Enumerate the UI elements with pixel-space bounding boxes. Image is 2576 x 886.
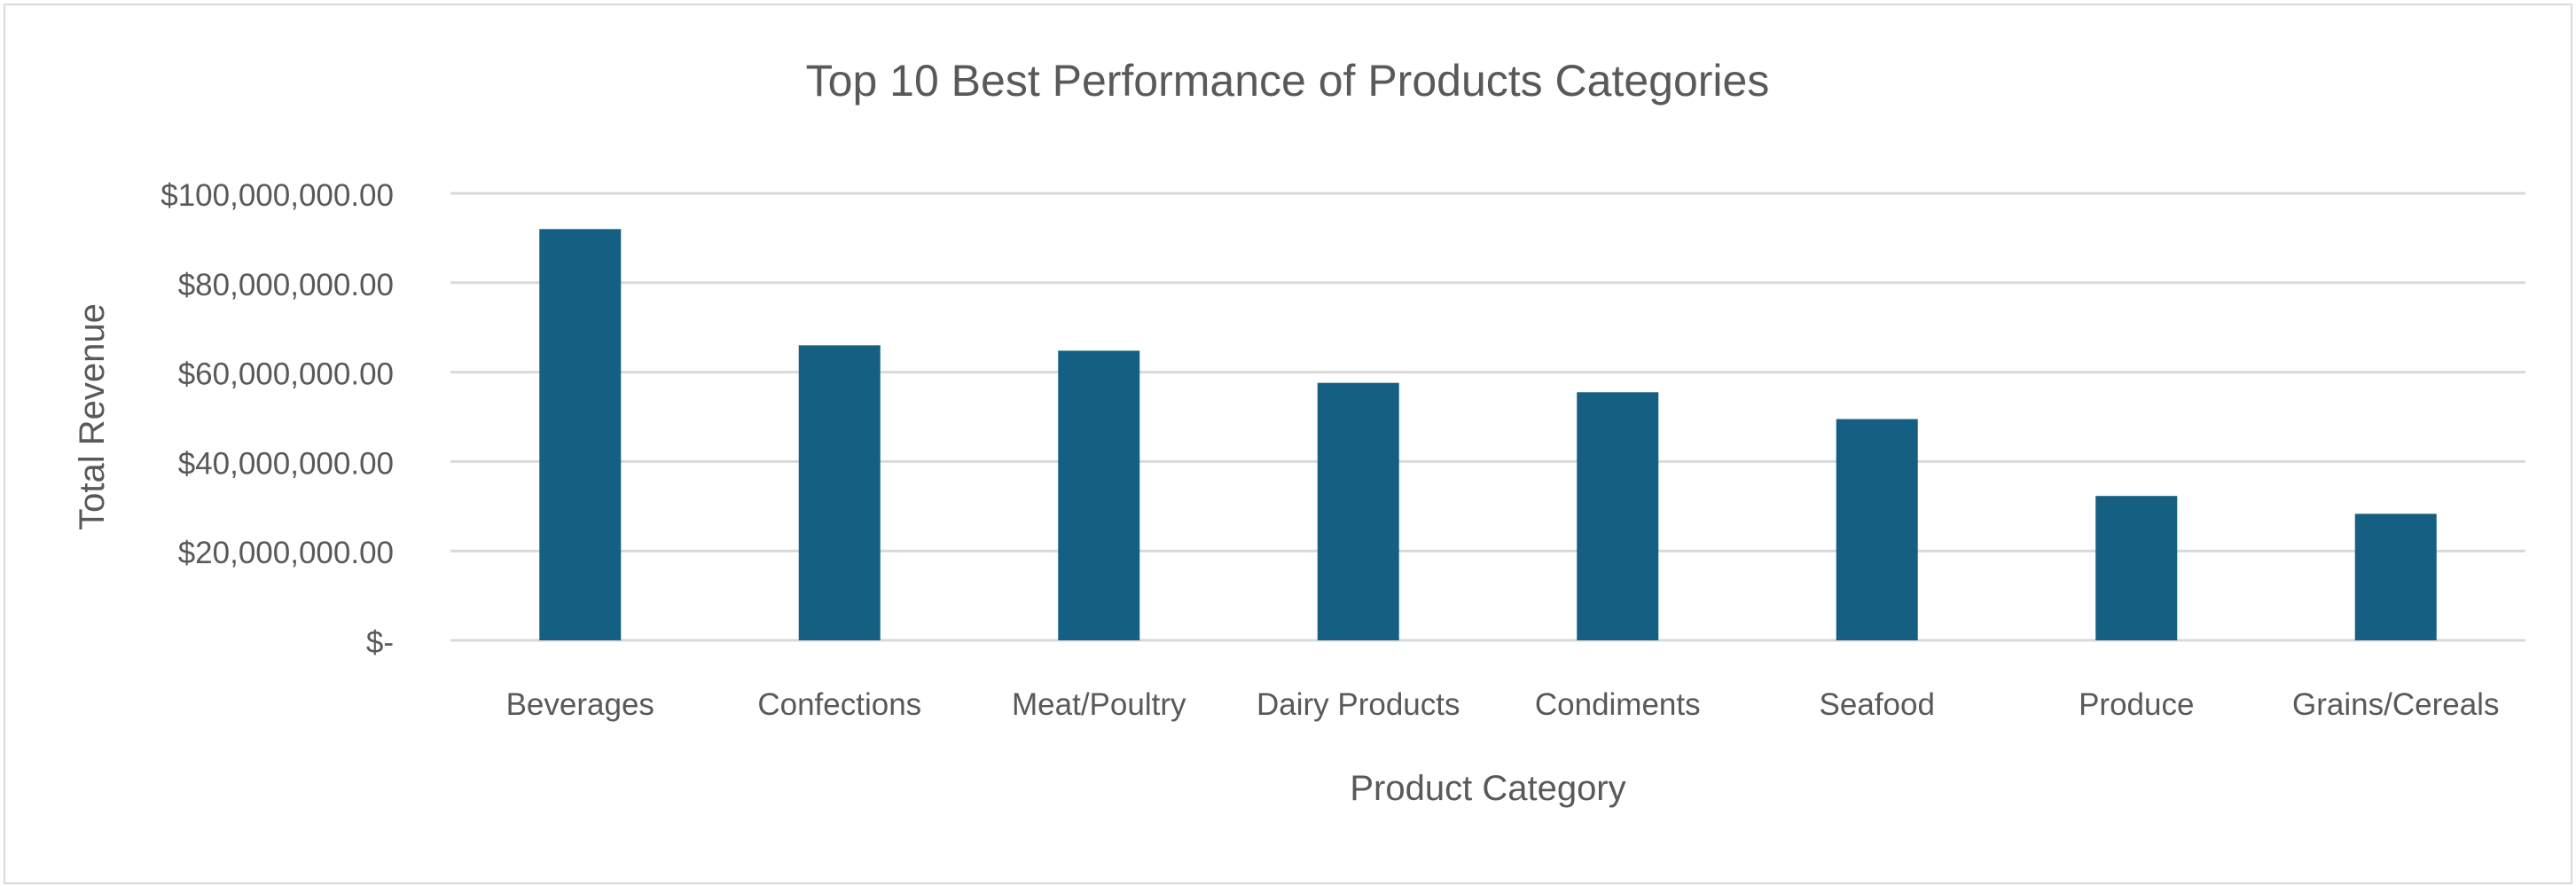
- chart-frame: [4, 4, 2572, 884]
- x-axis-tick-labels: Beverages Confections Meat/Poultry Dairy Pr…: [506, 687, 2500, 722]
- x-tick-label: Seafood: [1820, 687, 1935, 722]
- y-tick-label: $60,000,000.00: [178, 357, 394, 392]
- gridlines: [450, 192, 2525, 642]
- x-tick-label: Produce: [2079, 687, 2194, 722]
- y-tick-label: $100,000,000.00: [161, 178, 394, 213]
- x-tick-label: Meat/Poultry: [1012, 687, 1186, 722]
- y-tick-label: $-: [366, 625, 394, 660]
- bar-seafood: [1836, 419, 1918, 640]
- bar-confections: [798, 345, 881, 640]
- y-tick-label: $40,000,000.00: [178, 446, 394, 481]
- x-tick-label: Beverages: [506, 687, 654, 722]
- bar-grains-cereals: [2354, 514, 2437, 640]
- bar-beverages: [539, 229, 622, 640]
- bar-produce: [2095, 496, 2178, 640]
- y-axis-title: Total Revenue: [73, 303, 112, 530]
- bar-dairy-products: [1317, 382, 1399, 640]
- x-tick-label: Grains/Cereals: [2292, 687, 2499, 722]
- bar-meat-poultry: [1058, 350, 1140, 640]
- chart-title: Top 10 Best Performance of Products Cate…: [806, 56, 1770, 106]
- y-tick-label: $20,000,000.00: [178, 536, 394, 570]
- x-tick-label: Dairy Products: [1257, 687, 1460, 722]
- y-axis-tick-labels: $- $20,000,000.00 $40,000,000.00 $60,000,00…: [161, 178, 394, 660]
- y-tick-label: $80,000,000.00: [178, 268, 394, 302]
- bars: [539, 229, 2437, 640]
- x-tick-label: Confections: [757, 687, 921, 722]
- bar-condiments: [1577, 392, 1659, 640]
- x-axis-title: Product Category: [1350, 769, 1625, 808]
- x-tick-label: Condiments: [1535, 687, 1701, 722]
